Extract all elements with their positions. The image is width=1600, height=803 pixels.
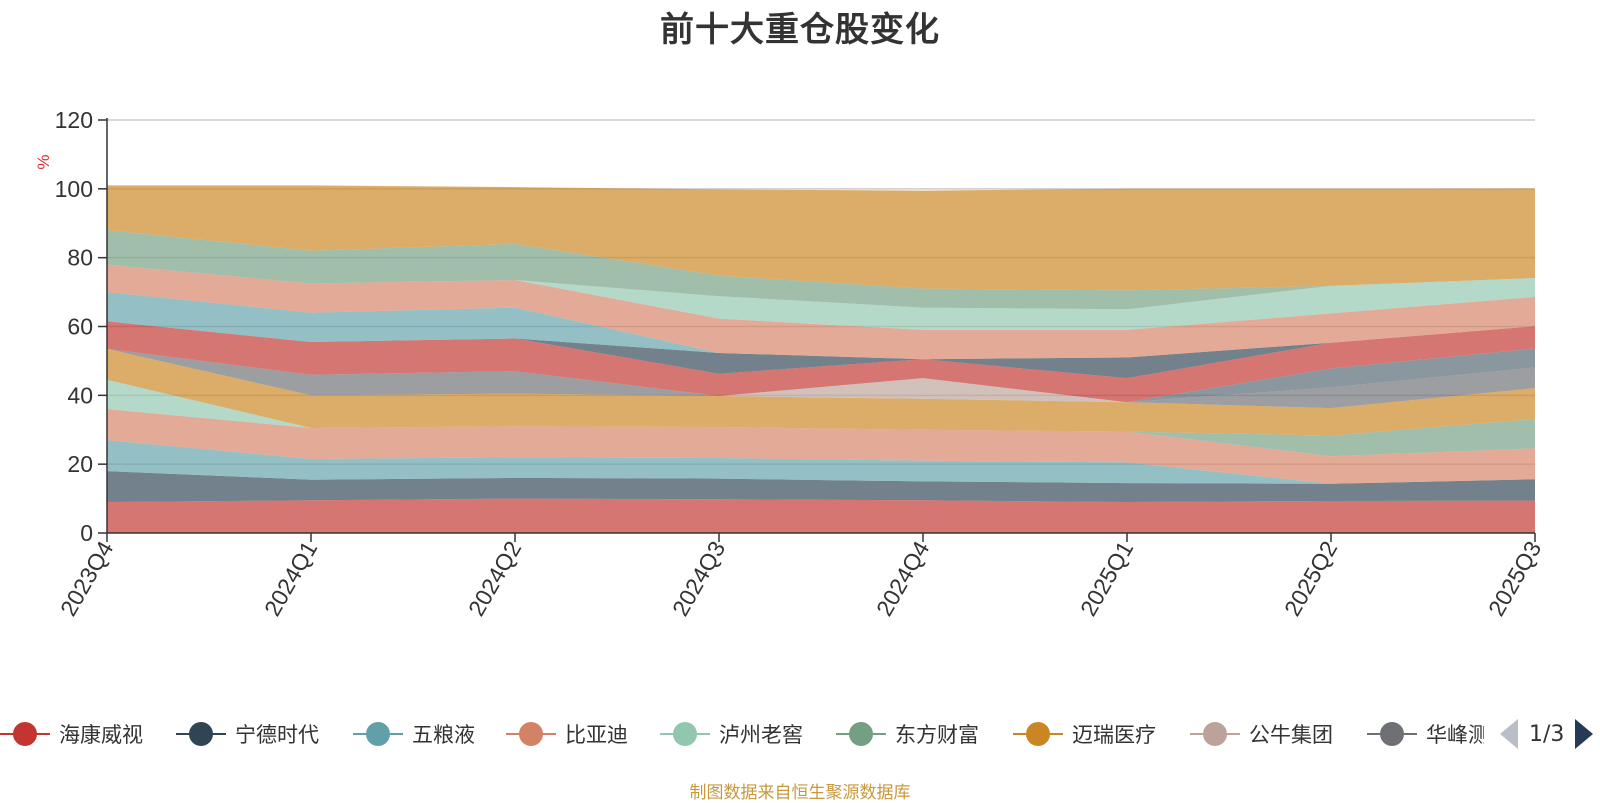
legend-label: 华峰测控 [1426, 723, 1484, 747]
area-series-5 [107, 379, 1535, 457]
source-note: 制图数据来自恒生聚源数据库 [689, 783, 911, 803]
legend-label: 五粮液 [412, 723, 475, 747]
legend-prev-page-icon[interactable] [1500, 719, 1518, 749]
legend-marker-icon [0, 712, 50, 756]
area-series-0 [107, 498, 1535, 533]
area-series-11 [107, 321, 1535, 379]
x-tick-label-2025Q1: 2025Q1 [1075, 537, 1138, 621]
stacked-area-chart: 0 20 40 60 80 100 120% 2023Q4 2024Q1 2024Q2 2024Q3… [34, 107, 1546, 621]
x-tick-label-2024Q3: 2024Q3 [667, 537, 730, 621]
legend-label: 公牛集团 [1249, 723, 1333, 747]
area-layer [107, 185, 1535, 533]
legend: 海康威视 宁德时代 五粮液 比亚迪 泸州老窖 东方财富 迈瑞医疗 公牛集团 华峰测控 1/3 [0, 712, 1600, 756]
legend-marker-icon [836, 712, 886, 756]
legend-label: 宁德时代 [235, 723, 319, 747]
x-tick-label-2024Q2: 2024Q2 [463, 537, 526, 621]
y-tick-label-20: 20 [67, 451, 93, 477]
x-tick-label-2023Q4: 2023Q4 [55, 536, 119, 620]
legend-marker-icon [353, 712, 403, 756]
area-series-2 [107, 440, 1535, 484]
legend-item[interactable]: 五粮液 [353, 712, 475, 756]
x-tick-label-2024Q1: 2024Q1 [259, 537, 322, 621]
y-tick-label-0: 0 [80, 520, 93, 546]
legend-marker-icon [176, 712, 226, 756]
area-series-15 [107, 230, 1535, 310]
legend-marker-icon [1190, 712, 1240, 756]
legend-item[interactable]: 泸州老窖 [660, 712, 803, 756]
area-series-8 [107, 348, 1535, 409]
chart-title: 前十大重仓股变化 [660, 10, 940, 50]
y-tick-label-60: 60 [67, 314, 93, 340]
legend-pager: 1/3 [1500, 712, 1594, 756]
x-tick-label-2025Q3: 2025Q3 [1483, 537, 1546, 621]
legend-item[interactable]: 公牛集团 [1190, 712, 1333, 756]
x-tick-label-2025Q2: 2025Q2 [1279, 537, 1342, 621]
y-tick-label-80: 80 [67, 245, 93, 271]
area-series-13 [107, 264, 1535, 360]
area-series-10 [107, 321, 1535, 403]
legend-label: 泸州老窖 [719, 723, 803, 747]
legend-label: 海康威视 [59, 723, 143, 747]
legend-items: 海康威视 宁德时代 五粮液 比亚迪 泸州老窖 东方财富 迈瑞医疗 公牛集团 华峰测控 [0, 712, 1484, 756]
legend-item[interactable]: 迈瑞医疗 [1013, 712, 1156, 756]
legend-item[interactable]: 比亚迪 [506, 712, 628, 756]
area-series-12 [107, 292, 1535, 360]
area-series-16 [107, 185, 1535, 291]
legend-page-indicator: 1/3 [1529, 721, 1565, 747]
legend-label: 迈瑞医疗 [1072, 723, 1156, 747]
legend-item[interactable]: 海康威视 [0, 712, 143, 756]
legend-marker-icon [1013, 712, 1063, 756]
y-axis-unit-label: % [34, 154, 53, 169]
legend-label: 东方财富 [895, 723, 979, 747]
legend-item[interactable]: 华峰测控 [1367, 712, 1484, 756]
area-series-14 [107, 264, 1535, 330]
area-series-7 [107, 348, 1535, 409]
area-series-3 [107, 409, 1535, 484]
legend-marker-icon [660, 712, 710, 756]
legend-next-page-icon[interactable] [1575, 719, 1594, 749]
y-tick-label-120: 120 [55, 107, 93, 133]
area-series-1 [107, 471, 1535, 502]
y-tick-label-100: 100 [55, 176, 93, 202]
legend-item[interactable]: 东方财富 [836, 712, 979, 756]
y-tick-label-40: 40 [67, 382, 93, 408]
area-series-6 [107, 348, 1535, 436]
legend-item[interactable]: 宁德时代 [176, 712, 319, 756]
legend-marker-icon [1367, 712, 1417, 756]
legend-label: 比亚迪 [565, 723, 628, 747]
legend-marker-icon [506, 712, 556, 756]
x-tick-label-2024Q4: 2024Q4 [871, 536, 935, 620]
